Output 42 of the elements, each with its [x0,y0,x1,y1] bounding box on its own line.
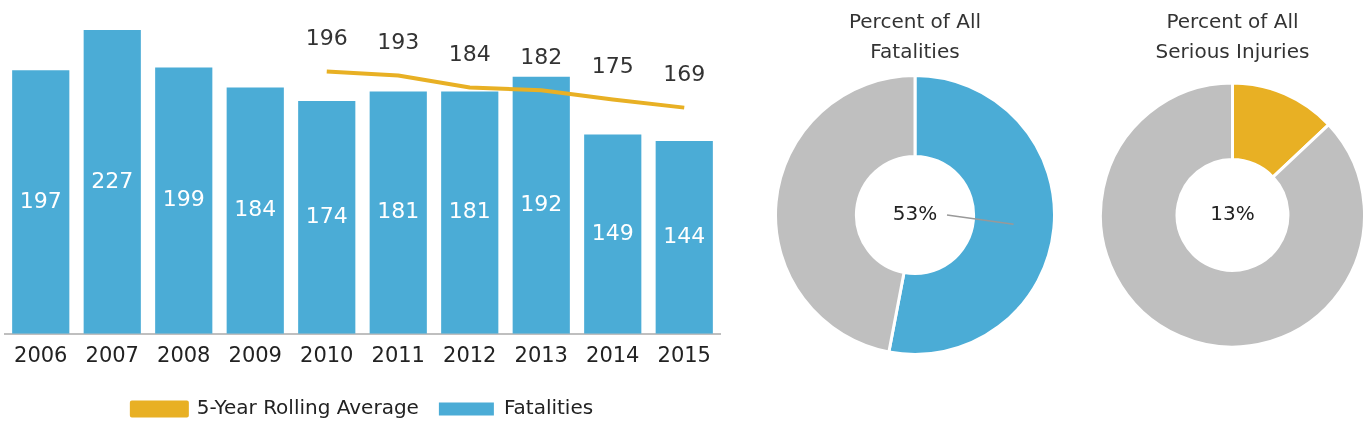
data-label: 184 [448,41,491,67]
data-label: 193 [377,29,420,55]
data-label: 175 [591,53,634,79]
x-tick-label: 2006 [14,342,68,367]
data-label: 196 [305,25,348,51]
data-label: 149 [591,219,634,245]
data-label: 182 [520,43,563,69]
bar [369,91,427,334]
data-label: 192 [520,191,563,217]
data-label: 199 [162,186,205,212]
bar [584,134,642,334]
data-label: 13% [1210,201,1255,226]
x-tick-label: 2014 [586,342,640,367]
legend-label: Fatalities [503,395,594,420]
bar [298,100,356,334]
x-tick-label: 2013 [514,342,568,367]
bar [655,141,713,334]
x-tick-label: 2007 [85,342,139,367]
x-tick-label: 2008 [157,342,211,367]
bar [155,67,213,334]
x-tick-label: 2010 [300,342,354,367]
x-tick-label: 2012 [443,342,497,367]
bar [441,91,499,334]
data-label: 184 [234,196,277,222]
bar [512,76,570,334]
data-label: 227 [91,167,134,193]
data-label: 181 [377,198,420,224]
data-label: 169 [663,61,706,87]
x-tick-label: 2011 [371,342,425,367]
x-tick-label: 2009 [228,342,282,367]
chart-title: Percent of All Serious Injuries [1154,8,1311,65]
bar [226,87,284,334]
data-label: 53% [892,201,938,226]
bar [83,30,141,334]
legend-label: 5-Year Rolling Average [196,395,419,420]
data-label: 197 [19,187,62,213]
chart-title: Percent of All Fatalities [847,8,982,65]
data-label: 174 [305,203,348,229]
data-label: 181 [448,198,491,224]
data-label: 144 [663,223,706,249]
bar [12,70,70,334]
x-tick-label: 2015 [657,342,711,367]
